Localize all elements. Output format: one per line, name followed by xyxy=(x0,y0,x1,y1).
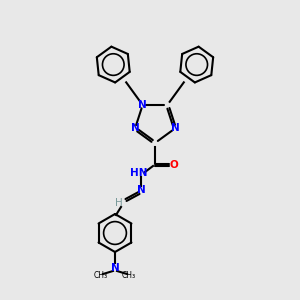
Text: N: N xyxy=(136,185,146,195)
Text: O: O xyxy=(169,160,178,170)
Text: HN: HN xyxy=(130,168,148,178)
Text: CH₃: CH₃ xyxy=(94,272,108,280)
Text: N: N xyxy=(111,263,119,273)
Text: N: N xyxy=(171,124,179,134)
Text: H: H xyxy=(115,198,123,208)
Text: N: N xyxy=(131,124,140,134)
Text: N: N xyxy=(138,100,147,110)
Text: CH₃: CH₃ xyxy=(122,272,136,280)
